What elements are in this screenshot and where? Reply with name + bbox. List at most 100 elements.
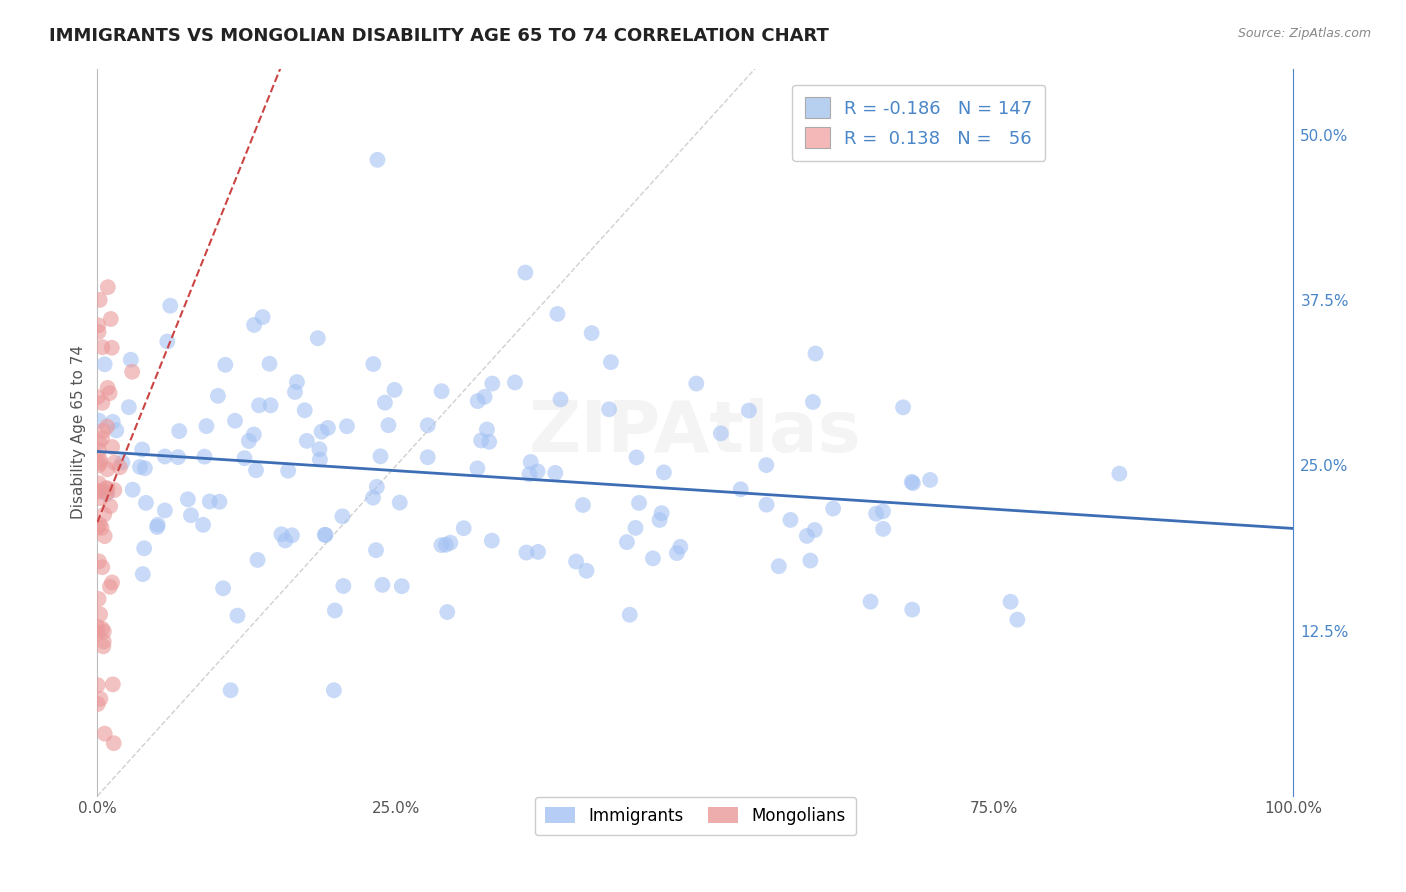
Point <box>96 485 118 500</box>
Point <box>153 503 176 517</box>
Point <box>1007 613 1029 627</box>
Point <box>648 513 671 527</box>
Point <box>546 307 568 321</box>
Text: ZIPAtlas: ZIPAtlas <box>529 398 862 467</box>
Point <box>120 352 142 367</box>
Point <box>180 508 202 523</box>
Point <box>755 458 778 472</box>
Point <box>626 450 648 465</box>
Point <box>121 365 143 379</box>
Point <box>108 460 131 475</box>
Point <box>93 529 115 543</box>
Point <box>294 403 316 417</box>
Legend: Immigrants, Mongolians: Immigrants, Mongolians <box>534 797 856 835</box>
Point <box>804 346 827 360</box>
Point <box>332 579 354 593</box>
Point <box>665 546 688 560</box>
Point <box>87 443 110 458</box>
Point <box>177 492 200 507</box>
Point <box>103 736 125 750</box>
Point <box>135 496 157 510</box>
Point <box>377 418 399 433</box>
Point <box>314 528 336 542</box>
Point <box>191 517 214 532</box>
Point <box>96 487 118 501</box>
Point <box>226 608 249 623</box>
Point <box>277 464 299 478</box>
Point <box>371 578 394 592</box>
Point <box>374 395 396 409</box>
Point <box>416 418 439 433</box>
Point <box>97 280 120 294</box>
Point <box>323 603 346 617</box>
Point <box>134 541 156 556</box>
Point <box>467 461 489 475</box>
Point <box>309 452 332 467</box>
Point <box>891 401 914 415</box>
Point <box>238 434 260 448</box>
Point <box>167 450 190 464</box>
Point <box>93 726 115 740</box>
Point <box>86 620 108 634</box>
Point <box>1108 467 1130 481</box>
Point <box>270 527 292 541</box>
Point <box>901 602 924 616</box>
Point <box>307 331 329 345</box>
Point <box>89 607 111 622</box>
Point <box>129 459 152 474</box>
Point <box>87 435 110 450</box>
Point <box>252 310 274 324</box>
Point <box>366 480 388 494</box>
Text: Source: ZipAtlas.com: Source: ZipAtlas.com <box>1237 27 1371 40</box>
Point <box>96 482 118 496</box>
Point <box>624 521 647 535</box>
Point <box>641 551 664 566</box>
Point <box>865 507 887 521</box>
Point <box>93 357 115 371</box>
Point <box>481 376 503 391</box>
Point <box>430 384 453 399</box>
Point <box>823 501 845 516</box>
Point <box>872 522 894 536</box>
Point <box>246 553 269 567</box>
Point <box>87 458 110 473</box>
Point <box>86 485 108 500</box>
Point <box>710 426 733 441</box>
Point <box>259 398 281 412</box>
Point <box>391 579 413 593</box>
Point <box>97 381 120 395</box>
Point <box>544 466 567 480</box>
Point <box>87 591 110 606</box>
Point <box>439 535 461 549</box>
Point <box>779 513 801 527</box>
Point <box>526 464 548 478</box>
Point <box>259 357 281 371</box>
Point <box>86 520 108 534</box>
Point <box>627 496 650 510</box>
Point <box>91 432 114 446</box>
Point <box>478 434 501 449</box>
Point <box>436 605 458 619</box>
Point <box>652 466 675 480</box>
Point <box>685 376 707 391</box>
Point <box>91 424 114 438</box>
Point <box>86 678 108 692</box>
Point <box>364 543 387 558</box>
Point <box>90 491 112 506</box>
Point <box>572 498 595 512</box>
Point <box>96 462 118 476</box>
Point <box>370 450 392 464</box>
Point <box>430 538 453 552</box>
Point <box>245 463 267 477</box>
Point <box>101 415 124 429</box>
Point <box>859 595 882 609</box>
Point <box>91 396 114 410</box>
Point <box>100 312 122 326</box>
Point <box>121 483 143 497</box>
Point <box>332 509 354 524</box>
Point <box>311 425 333 439</box>
Point <box>91 622 114 636</box>
Point <box>515 266 537 280</box>
Point <box>243 318 266 332</box>
Point <box>619 607 641 622</box>
